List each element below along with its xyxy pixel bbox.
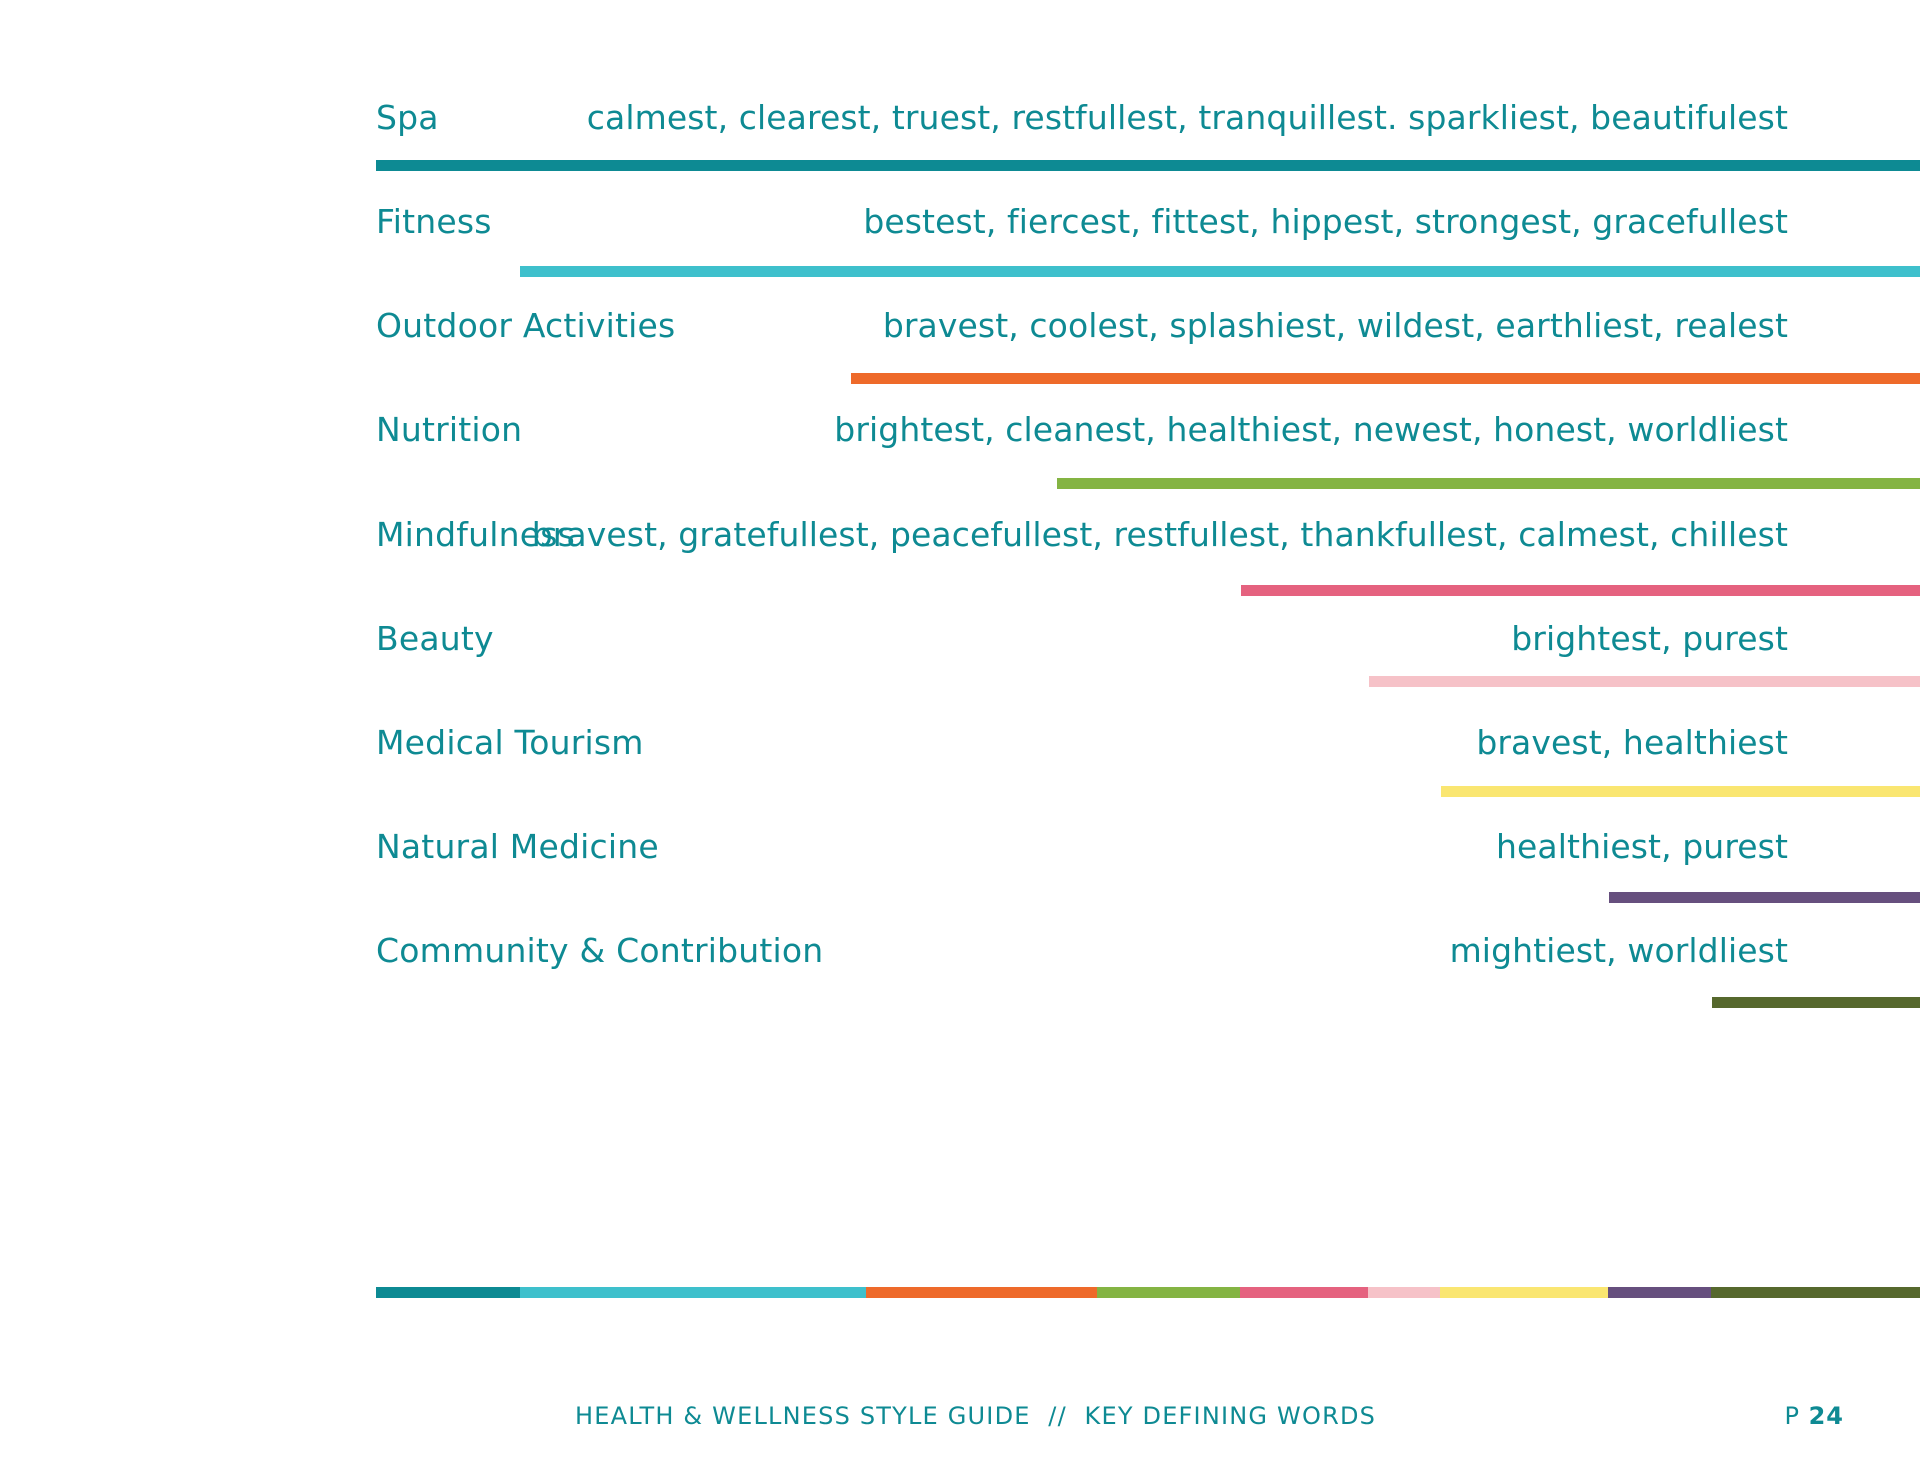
bar-segment-outdoor-activities xyxy=(866,1287,1097,1298)
bar-segment-spa xyxy=(376,1287,520,1298)
bar-segment-natural-medicine xyxy=(1608,1287,1711,1298)
category-label: Spa xyxy=(376,98,439,137)
color-line-nutrition xyxy=(1057,478,1920,489)
defining-words: bravest, healthiest xyxy=(1476,723,1788,762)
color-line-beauty xyxy=(1369,676,1920,687)
row-outdoor-activities: Outdoor Activities bravest, coolest, spl… xyxy=(376,296,1788,356)
defining-words: brightest, cleanest, healthiest, newest,… xyxy=(834,410,1788,449)
color-legend-bar xyxy=(376,1287,1920,1298)
defining-words: bestest, fiercest, fittest, hippest, str… xyxy=(863,202,1788,241)
defining-words: bravest, coolest, splashiest, wildest, e… xyxy=(882,306,1788,345)
color-line-natural-medicine xyxy=(1609,892,1920,903)
bar-segment-medical-tourism xyxy=(1440,1287,1608,1298)
page-prefix: P xyxy=(1784,1402,1800,1430)
bar-segment-mindfulness xyxy=(1240,1287,1368,1298)
row-natural-medicine: Natural Medicine healthiest, purest xyxy=(376,817,1788,877)
defining-words: bravest, gratefullest, peacefullest, res… xyxy=(531,515,1788,554)
color-line-mindfulness xyxy=(1241,585,1920,596)
category-label: Natural Medicine xyxy=(376,827,659,866)
color-line-spa xyxy=(376,160,1920,171)
row-fitness: Fitness bestest, fiercest, fittest, hipp… xyxy=(376,192,1788,252)
page-number: P 24 xyxy=(1784,1402,1844,1430)
bar-segment-community-contribution xyxy=(1711,1287,1920,1298)
row-spa: Spa calmest, clearest, truest, restfulle… xyxy=(376,88,1788,148)
category-label: Beauty xyxy=(376,619,494,658)
color-line-fitness xyxy=(520,266,1920,277)
defining-words: mightiest, worldliest xyxy=(1449,931,1788,970)
defining-words: calmest, clearest, truest, restfullest, … xyxy=(586,98,1788,137)
color-line-medical-tourism xyxy=(1441,786,1920,797)
defining-words: brightest, purest xyxy=(1511,619,1788,658)
bar-segment-fitness xyxy=(520,1287,866,1298)
category-label: Community & Contribution xyxy=(376,931,824,970)
color-line-community-contribution xyxy=(1712,997,1920,1008)
bar-segment-nutrition xyxy=(1097,1287,1240,1298)
category-label: Fitness xyxy=(376,202,492,241)
row-nutrition: Nutrition brightest, cleanest, healthies… xyxy=(376,400,1788,460)
category-label: Outdoor Activities xyxy=(376,306,676,345)
footer-title: HEALTH & WELLNESS STYLE GUIDE // KEY DEF… xyxy=(575,1402,1377,1430)
row-medical-tourism: Medical Tourism bravest, healthiest xyxy=(376,713,1788,773)
row-beauty: Beauty brightest, purest xyxy=(376,609,1788,669)
category-label: Nutrition xyxy=(376,410,523,449)
row-community-contribution: Community & Contribution mightiest, worl… xyxy=(376,921,1788,981)
color-line-outdoor-activities xyxy=(851,373,1920,384)
row-mindfulness: Mindfulness bravest, gratefullest, peace… xyxy=(376,505,1788,565)
category-label: Medical Tourism xyxy=(376,723,644,762)
category-label: Mindfulness xyxy=(376,515,576,554)
defining-words: healthiest, purest xyxy=(1496,827,1788,866)
page-number-value: 24 xyxy=(1808,1402,1844,1430)
bar-segment-beauty xyxy=(1368,1287,1440,1298)
